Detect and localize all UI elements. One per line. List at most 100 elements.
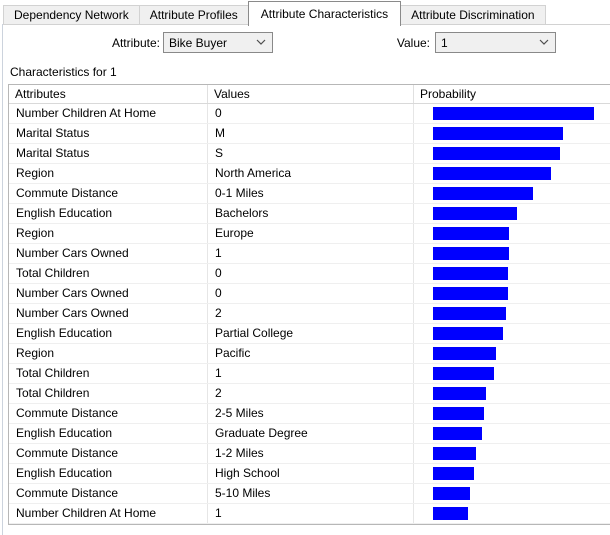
attribute-combobox[interactable]: Bike Buyer bbox=[163, 32, 273, 53]
column-header-probability[interactable]: Probability bbox=[420, 87, 477, 101]
table-row[interactable]: English Education High School bbox=[9, 464, 610, 484]
table-row[interactable]: Region Pacific bbox=[9, 344, 610, 364]
table-row[interactable]: Marital Status M bbox=[9, 124, 610, 144]
cell-value: 1-2 Miles bbox=[208, 444, 414, 463]
cell-value: High School bbox=[208, 464, 414, 483]
probability-bar bbox=[433, 347, 496, 360]
tab-dependency-network[interactable]: Dependency Network bbox=[3, 5, 140, 25]
table-row[interactable]: Region North America bbox=[9, 164, 610, 184]
tab-page-border-left bbox=[2, 24, 3, 535]
table-row[interactable]: Number Cars Owned 1 bbox=[9, 244, 610, 264]
table-row[interactable]: English Education Graduate Degree bbox=[9, 424, 610, 444]
characteristics-table: Attributes Values Probability Number Chi… bbox=[8, 84, 610, 525]
cell-attribute: Commute Distance bbox=[9, 184, 208, 203]
chevron-down-icon bbox=[539, 39, 549, 46]
cell-value: 2 bbox=[208, 304, 414, 323]
cell-attribute: Marital Status bbox=[9, 144, 208, 163]
probability-bar bbox=[433, 487, 470, 500]
cell-probability bbox=[414, 244, 610, 263]
cell-attribute: Commute Distance bbox=[9, 444, 208, 463]
cell-attribute: Commute Distance bbox=[9, 484, 208, 503]
tab-attribute-discrimination[interactable]: Attribute Discrimination bbox=[400, 5, 546, 25]
probability-bar bbox=[433, 427, 482, 440]
cell-probability bbox=[414, 184, 610, 203]
cell-attribute: English Education bbox=[9, 424, 208, 443]
value-combobox[interactable]: 1 bbox=[435, 32, 556, 53]
cell-attribute: Number Cars Owned bbox=[9, 244, 208, 263]
cell-value: 2-5 Miles bbox=[208, 404, 414, 423]
cell-value: Partial College bbox=[208, 324, 414, 343]
cell-value: 1 bbox=[208, 244, 414, 263]
probability-bar bbox=[433, 507, 468, 520]
cell-attribute: Region bbox=[9, 344, 208, 363]
cell-value: North America bbox=[208, 164, 414, 183]
probability-bar bbox=[433, 447, 476, 460]
chevron-down-icon bbox=[256, 39, 266, 46]
cell-probability bbox=[414, 144, 610, 163]
attribute-combobox-value: Bike Buyer bbox=[169, 35, 228, 50]
table-row[interactable]: Commute Distance 5-10 Miles bbox=[9, 484, 610, 504]
probability-bar bbox=[433, 227, 509, 240]
tab-attribute-profiles[interactable]: Attribute Profiles bbox=[138, 5, 249, 25]
table-row[interactable]: Commute Distance 1-2 Miles bbox=[9, 444, 610, 464]
attribute-label: Attribute: bbox=[111, 36, 160, 50]
table-row[interactable]: Number Cars Owned 0 bbox=[9, 284, 610, 304]
cell-probability bbox=[414, 204, 610, 223]
cell-value: 1 bbox=[208, 504, 414, 523]
column-header-values[interactable]: Values bbox=[208, 85, 414, 103]
value-combobox-value: 1 bbox=[441, 35, 448, 50]
cell-attribute: Number Cars Owned bbox=[9, 304, 208, 323]
table-row[interactable]: Total Children 0 bbox=[9, 264, 610, 284]
cell-value: Pacific bbox=[208, 344, 414, 363]
cell-attribute: Commute Distance bbox=[9, 404, 208, 423]
cell-value: 0 bbox=[208, 104, 414, 123]
table-row[interactable]: Number Cars Owned 2 bbox=[9, 304, 610, 324]
cell-value: S bbox=[208, 144, 414, 163]
cell-probability bbox=[414, 124, 610, 143]
cell-probability bbox=[414, 224, 610, 243]
probability-bar bbox=[433, 167, 551, 180]
cell-value: M bbox=[208, 124, 414, 143]
column-header-attributes[interactable]: Attributes bbox=[9, 85, 208, 103]
table-row[interactable]: Total Children 1 bbox=[9, 364, 610, 384]
cell-attribute: Total Children bbox=[9, 384, 208, 403]
cell-attribute: Total Children bbox=[9, 364, 208, 383]
cell-probability bbox=[414, 404, 610, 423]
cell-probability bbox=[414, 264, 610, 283]
table-row[interactable]: English Education Bachelors bbox=[9, 204, 610, 224]
probability-bar bbox=[433, 107, 594, 120]
table-row[interactable]: Commute Distance 0-1 Miles bbox=[9, 184, 610, 204]
table-body: Number Children At Home 0 Marital Status M M… bbox=[9, 104, 610, 524]
table-row[interactable]: English Education Partial College bbox=[9, 324, 610, 344]
cell-value: Graduate Degree bbox=[208, 424, 414, 443]
probability-bar bbox=[433, 467, 474, 480]
characteristics-caption: Characteristics for 1 bbox=[10, 65, 117, 79]
cell-attribute: Region bbox=[9, 224, 208, 243]
table-row[interactable]: Number Children At Home 1 bbox=[9, 504, 610, 524]
cell-probability bbox=[414, 384, 610, 403]
table-row[interactable]: Region Europe bbox=[9, 224, 610, 244]
tab-strip: Dependency Network Attribute Profiles At… bbox=[0, 0, 610, 26]
table-row[interactable]: Number Children At Home 0 bbox=[9, 104, 610, 124]
cell-probability bbox=[414, 424, 610, 443]
cell-attribute: English Education bbox=[9, 464, 208, 483]
cell-probability bbox=[414, 304, 610, 323]
cell-attribute: Marital Status bbox=[9, 124, 208, 143]
cell-probability bbox=[414, 464, 610, 483]
cell-attribute: Number Children At Home bbox=[9, 104, 208, 123]
table-row[interactable]: Total Children 2 bbox=[9, 384, 610, 404]
table-row[interactable]: Marital Status S bbox=[9, 144, 610, 164]
probability-bar bbox=[433, 307, 506, 320]
table-header-row: Attributes Values Probability bbox=[9, 85, 610, 104]
probability-bar bbox=[433, 267, 508, 280]
cell-value: 0 bbox=[208, 264, 414, 283]
tab-attribute-characteristics[interactable]: Attribute Characteristics bbox=[247, 1, 402, 26]
probability-bar bbox=[433, 187, 533, 200]
probability-bar bbox=[433, 207, 517, 220]
table-row[interactable]: Commute Distance 2-5 Miles bbox=[9, 404, 610, 424]
cell-attribute: Region bbox=[9, 164, 208, 183]
cell-value: 0-1 Miles bbox=[208, 184, 414, 203]
cell-probability bbox=[414, 284, 610, 303]
cell-probability bbox=[414, 484, 610, 503]
